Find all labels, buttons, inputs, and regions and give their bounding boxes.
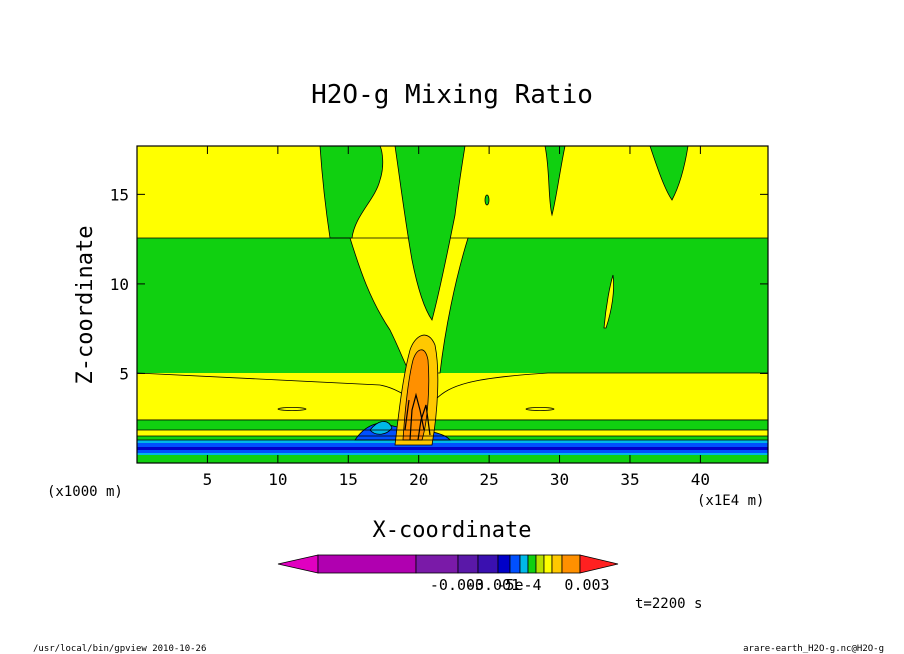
- chart-title: H2O-g Mixing Ratio: [311, 80, 593, 110]
- colorbar-swatch: [497, 554, 511, 574]
- y-tick-label: 15: [110, 185, 129, 204]
- x-tick-label: 35: [620, 470, 639, 489]
- contour-upper-green-left: [319, 146, 384, 239]
- footer-right: arare-earth_H2O-g.nc@H2O-g: [743, 644, 884, 654]
- colorbar-label: -0.003: [430, 576, 484, 594]
- contour-lower-yellow: [137, 372, 768, 421]
- x-unit-label: (x1E4 m): [697, 493, 764, 509]
- colorbar-swatch: [561, 554, 581, 574]
- colorbar-swatch: [579, 554, 619, 574]
- contour-yellow-thin: [137, 430, 768, 436]
- colorbar-swatch: [535, 554, 545, 574]
- colorbar-label: 0.003: [564, 576, 609, 594]
- contour-green-thin: [137, 436, 768, 440]
- time-annotation: t=2200 s: [635, 596, 702, 612]
- colorbar-swatch: [277, 554, 319, 574]
- contour-small-upper: [484, 194, 490, 206]
- contour-disturbance-cyan: [369, 421, 393, 435]
- x-tick-label: 5: [203, 470, 213, 489]
- x-tick-label: 20: [409, 470, 428, 489]
- colorbar-swatch: [415, 554, 459, 574]
- colorbar-swatch: [519, 554, 529, 574]
- x-tick-label: 30: [550, 470, 569, 489]
- x-tick-label: 40: [691, 470, 710, 489]
- contour-lines: [137, 237, 768, 441]
- contour-upper-green-right: [544, 146, 566, 217]
- colorbar-swatch: [551, 554, 563, 574]
- y-unit-label: (x1000 m): [47, 484, 123, 500]
- colorbar-swatch: [543, 554, 553, 574]
- x-tick-label: 15: [339, 470, 358, 489]
- plot-frame: [136, 145, 769, 464]
- y-axis-label: Z-coordinate: [73, 226, 98, 385]
- contour-mid-yellow-streak: [603, 274, 614, 329]
- contour-band-blue2: [137, 450, 768, 453]
- colorbar-swatch: [317, 554, 417, 574]
- plot-area: 5 10 15 20 25 30 35 40 5 10 15: [110, 145, 769, 489]
- contour-band-cyan2: [137, 453, 768, 455]
- contour-band-cyan: [137, 440, 768, 443]
- contour-green-strip: [137, 420, 768, 430]
- colorbar-label: -5e-4: [496, 576, 541, 594]
- colorbar: -0.003-0.001-5e-4 0.003: [277, 554, 619, 594]
- contour-upper-green-center: [394, 146, 466, 321]
- contour-small-right: [525, 407, 555, 411]
- colorbar-swatch: [509, 554, 521, 574]
- y-tick-label: 10: [110, 275, 129, 294]
- colorbar-label: -0.001: [466, 576, 520, 594]
- colorbar-swatch: [527, 554, 537, 574]
- x-axis-label: X-coordinate: [373, 518, 532, 543]
- contour-band-blue: [137, 443, 768, 447]
- axis-ticks: 5 10 15 20 25 30 35 40 5 10 15: [110, 146, 768, 489]
- x-tick-label: 10: [268, 470, 287, 489]
- footer-left: /usr/local/bin/gpview 2010-10-26: [33, 644, 206, 654]
- x-tick-label: 25: [479, 470, 498, 489]
- contour-small-left: [277, 407, 307, 411]
- y-tick-label: 5: [119, 364, 129, 383]
- colorbar-swatch: [457, 554, 479, 574]
- contour-band-ground: [137, 455, 768, 463]
- contour-band-navy: [137, 447, 768, 450]
- colorbar-swatch: [477, 554, 499, 574]
- contour-upper-green-far-right: [649, 146, 689, 201]
